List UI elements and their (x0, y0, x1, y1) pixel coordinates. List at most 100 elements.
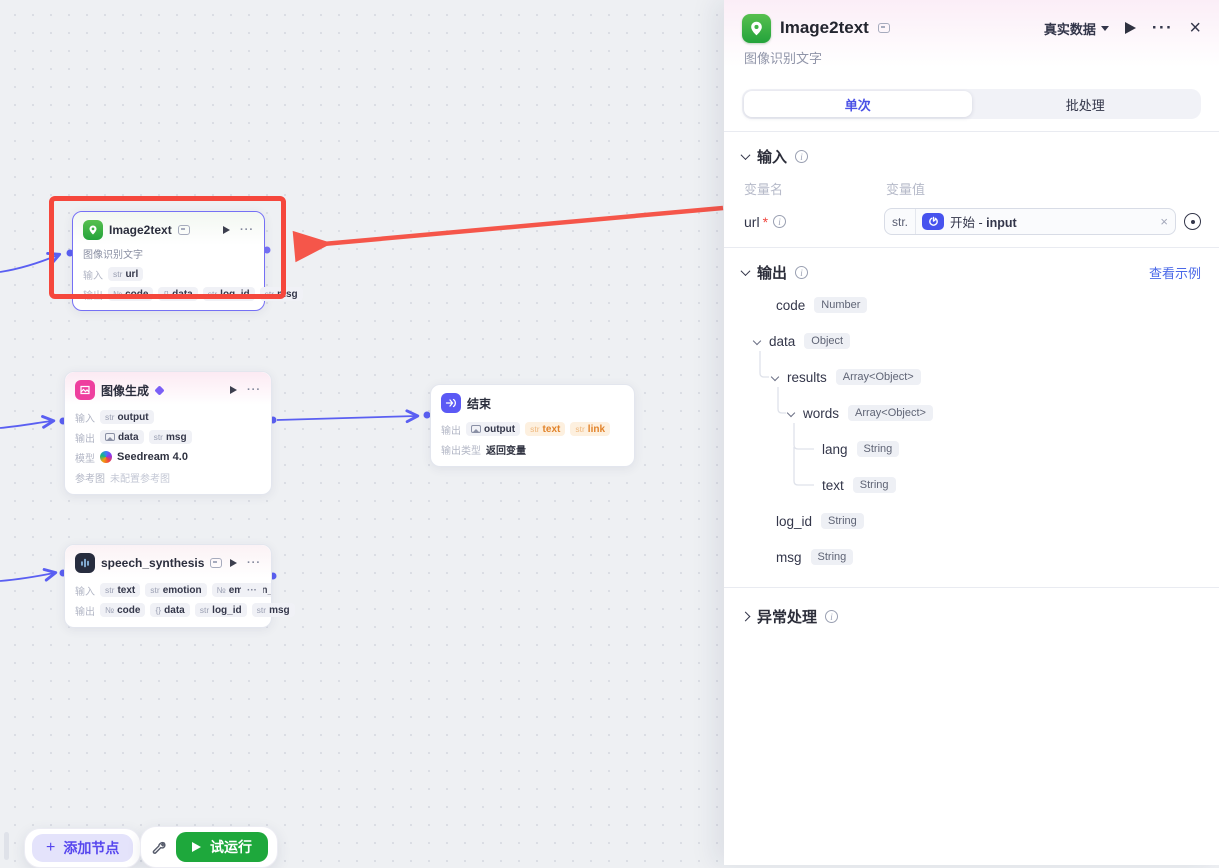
node-more-icon[interactable]: ··· (247, 557, 261, 569)
node-title: 图像生成 (101, 383, 150, 398)
panel-subtitle: 图像识别文字 (744, 51, 823, 66)
node-config-panel: Image2text 真实数据 ··· × 图像识别文字 单次 批处理 输入 i (724, 0, 1219, 865)
row-label-output: 输出 (83, 290, 103, 302)
close-button[interactable]: × (1189, 17, 1201, 39)
image-type-icon (471, 425, 481, 433)
param-badge: data (100, 430, 144, 444)
connection-wires (0, 246, 431, 582)
output-tree: code Number data Object results Array<Objec… (742, 287, 1201, 575)
info-icon[interactable]: i (795, 266, 809, 279)
end-node-icon (441, 393, 461, 413)
speech-synthesis-node-icon (75, 553, 95, 573)
more-button[interactable]: ··· (1151, 18, 1174, 37)
tab-single[interactable]: 单次 (744, 91, 972, 117)
run-mode-tabs: 单次 批处理 (742, 89, 1201, 119)
gem-icon (154, 384, 165, 396)
output-field-text: text String (742, 467, 1201, 503)
required-mark: * (762, 213, 769, 230)
output-field-data[interactable]: data Object (742, 323, 1201, 359)
seedream-model-icon (100, 451, 112, 463)
node-image2text[interactable]: Image2text ··· 图像识别文字 输入 str url 输出 № code… (72, 211, 303, 311)
param-badge: str msg (148, 430, 192, 444)
reference-value: 未配置参考图 (110, 473, 170, 485)
add-node-button[interactable]: + 添加节点 (32, 834, 134, 862)
param-badge: str url (108, 267, 144, 281)
param-badge: str msg (251, 603, 295, 617)
plus-icon: + (46, 839, 56, 856)
exception-section: 异常处理 i (724, 587, 1219, 639)
param-badge: str output (100, 410, 154, 424)
param-badge: str text (100, 583, 141, 597)
param-badge: {} data (150, 603, 190, 617)
row-label-output: 输出 (441, 425, 461, 437)
row-label-output-type: 输出类型 (441, 445, 481, 457)
node-more-icon[interactable]: ··· (247, 384, 261, 396)
node-run-icon[interactable] (223, 226, 230, 234)
run-card: 试运行 (140, 826, 278, 868)
run-play-icon (192, 842, 201, 852)
type-selector[interactable]: str. (885, 209, 917, 234)
node-title: Image2text (109, 223, 172, 237)
overflow-badge[interactable]: ··· (241, 583, 263, 597)
data-mode-dropdown[interactable]: 真实数据 (1044, 19, 1109, 38)
node-speech-synthesis[interactable]: speech_synthesis ··· 输入 str text str emoti… (64, 544, 295, 628)
locate-node-icon[interactable] (1184, 213, 1201, 230)
param-badge: str emotion (145, 583, 207, 597)
node-description: 图像识别文字 (83, 250, 143, 261)
exception-section-title: 异常处理 (757, 609, 818, 626)
info-icon[interactable]: i (825, 610, 839, 623)
output-type-value: 返回变量 (486, 445, 526, 457)
divider (724, 131, 1219, 132)
output-field-words[interactable]: words Array<Object> (742, 395, 1201, 431)
output-section-title: 输出 (757, 265, 788, 282)
node-run-icon[interactable] (230, 559, 237, 567)
model-name: Seedream 4.0 (117, 451, 188, 463)
expand-icon[interactable] (740, 611, 751, 622)
row-label-output: 输出 (75, 433, 95, 445)
wrench-icon[interactable] (150, 839, 167, 856)
param-badge: str link (570, 422, 611, 436)
variable-reference: 开始 - input (950, 216, 1017, 230)
output-field-results[interactable]: results Array<Object> (742, 359, 1201, 395)
node-title: speech_synthesis (101, 556, 205, 570)
param-badge: {} data (158, 287, 198, 301)
output-field-msg: msg String (742, 539, 1201, 575)
row-label-reference: 参考图 (75, 473, 105, 485)
start-node-chip-icon (922, 213, 945, 230)
plugin-tag-icon (177, 225, 190, 235)
tab-batch[interactable]: 批处理 (1065, 97, 1105, 113)
view-example-link[interactable]: 查看示例 (1148, 266, 1201, 281)
node-image-generation[interactable]: 图像生成 ··· 输入 str output 输出 data str msg 模型 … (64, 371, 272, 495)
node-run-icon[interactable] (230, 386, 237, 394)
param-badge: str text (525, 422, 566, 436)
param-badge: str log_id (194, 603, 247, 617)
tree-connector-lines (759, 351, 814, 486)
toolbar-divider (4, 832, 9, 860)
param-badge: output (466, 422, 521, 436)
chevron-down-icon (1100, 25, 1109, 31)
run-node-button[interactable] (1124, 22, 1136, 34)
output-field-log-id: log_id String (742, 503, 1201, 539)
row-label-input: 输入 (75, 413, 95, 425)
param-badge: str msg (259, 287, 303, 301)
row-label-input: 输入 (75, 586, 95, 598)
plugin-tag-icon (210, 558, 223, 568)
node-end[interactable]: 结束 输出 output str text str link 输出类型 返回变量 (430, 384, 635, 467)
image2text-plugin-icon (742, 13, 771, 43)
test-run-button[interactable]: 试运行 (176, 832, 268, 862)
plugin-tag-icon (877, 23, 890, 33)
node-more-icon[interactable]: ··· (240, 224, 254, 236)
variable-value-field[interactable]: str. 开始 - input × (884, 208, 1176, 235)
clear-icon[interactable]: × (1160, 214, 1168, 229)
variable-name: url (744, 213, 760, 230)
collapse-icon[interactable] (740, 150, 751, 161)
collapse-icon[interactable] (740, 266, 751, 277)
input-section: 输入 i 变量名 变量值 url * i str. 开始 - input × (724, 132, 1219, 247)
info-icon[interactable]: i (795, 150, 809, 163)
output-section: 输出 i 查看示例 code Number data Object results A… (724, 247, 1219, 587)
add-node-card: + 添加节点 (24, 828, 142, 868)
output-field-lang: lang String (742, 431, 1201, 467)
info-icon[interactable]: i (773, 215, 787, 228)
output-field-code: code Number (742, 287, 1201, 323)
column-variable-name: 变量名 (744, 182, 784, 197)
